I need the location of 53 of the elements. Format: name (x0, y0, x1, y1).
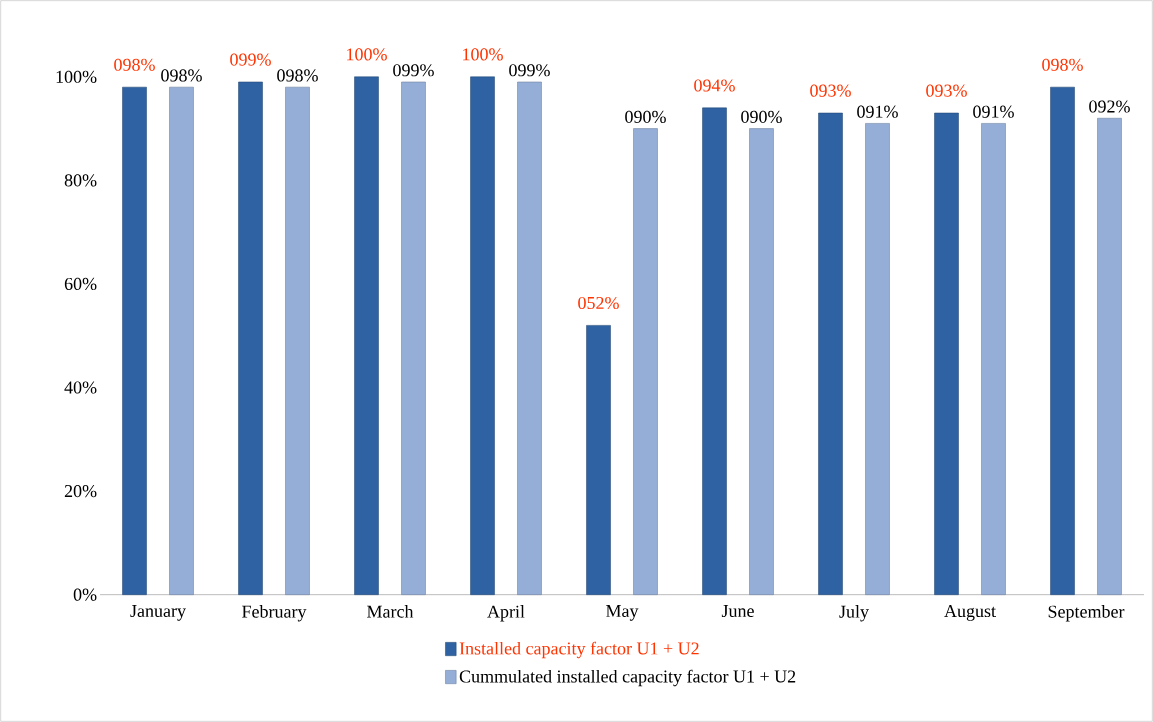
bar (586, 325, 611, 595)
bar (1050, 86, 1075, 595)
bar (470, 76, 495, 595)
x-tick-label: July (839, 605, 869, 622)
bar (934, 112, 959, 595)
y-tick-label: 0% (73, 588, 97, 601)
bar (1097, 117, 1122, 595)
data-label: 091% (857, 105, 898, 118)
y-tick-label: 100% (56, 70, 97, 83)
data-label: 099% (230, 53, 271, 66)
data-label: 090% (625, 110, 666, 123)
data-label: 098% (1042, 58, 1083, 71)
x-tick-label: May (606, 605, 639, 621)
data-label: 090% (741, 110, 782, 123)
data-label: 098% (277, 69, 318, 82)
data-label: 099% (393, 64, 434, 77)
data-label: 100% (347, 48, 387, 61)
x-tick-label: February (242, 605, 307, 622)
bar (354, 76, 379, 595)
bar (633, 128, 658, 595)
x-tick-label: June (721, 605, 754, 618)
y-tick-label: 20% (64, 484, 97, 498)
legend-label: Installed capacity factor U1 + U2 (459, 641, 699, 659)
data-label: 093% (810, 84, 851, 97)
y-tick-label: 40% (64, 381, 97, 394)
data-label: 094% (694, 79, 735, 92)
data-label: 092% (1089, 100, 1130, 113)
bar (285, 86, 310, 595)
bar (749, 128, 774, 595)
bar (865, 123, 890, 595)
x-tick-label: March (367, 605, 414, 618)
bar (122, 86, 147, 595)
x-tick-label: April (487, 605, 525, 622)
data-label: 091% (973, 105, 1014, 118)
data-label: 099% (509, 64, 550, 77)
bar (702, 107, 727, 595)
y-tick-label: 60% (64, 277, 97, 291)
bar (169, 86, 194, 595)
bar (238, 81, 263, 595)
x-tick-label: January (130, 605, 186, 621)
legend-label: Cummulated installed capacity factor U1 + U2 (459, 669, 796, 687)
x-tick-label: September (1048, 605, 1125, 622)
data-label: 098% (161, 69, 202, 82)
x-tick-label: August (944, 605, 996, 621)
y-tick-label: 80% (64, 174, 97, 187)
data-label: 052% (578, 296, 619, 310)
data-label: 098% (114, 58, 155, 71)
bar (517, 81, 542, 595)
data-label: 100% (463, 48, 503, 61)
data-label: 093% (926, 84, 967, 97)
bar (401, 81, 426, 595)
bar (818, 112, 843, 595)
bar (981, 123, 1006, 595)
